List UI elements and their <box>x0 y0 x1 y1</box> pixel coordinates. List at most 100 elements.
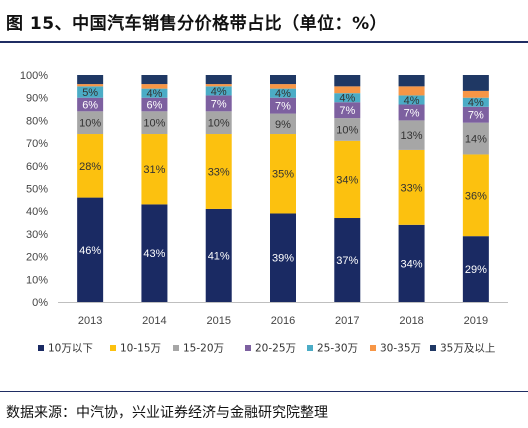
bar-segment <box>270 97 296 114</box>
bar-segment <box>77 84 104 87</box>
data-label: 4% <box>211 86 227 98</box>
legend-label: 15-20万 <box>183 343 224 355</box>
data-label: 37% <box>336 255 358 267</box>
legend-swatch <box>430 345 436 351</box>
bar-segment <box>141 88 168 98</box>
bar-segment <box>462 90 489 98</box>
x-tick-label: 2013 <box>78 315 102 327</box>
bar-segment <box>141 84 168 89</box>
bar-segment <box>205 134 232 209</box>
data-label: 35% <box>272 169 294 181</box>
bar-segment <box>270 213 296 302</box>
y-tick-label: 10% <box>26 274 48 286</box>
data-label: 39% <box>272 253 294 265</box>
data-label: 4% <box>404 95 420 107</box>
bar-segment <box>398 224 425 302</box>
data-label: 29% <box>465 264 487 276</box>
data-label: 4% <box>146 88 162 100</box>
bar-segment <box>398 104 425 121</box>
y-tick-label: 100% <box>20 70 48 82</box>
y-tick-label: 30% <box>26 229 48 241</box>
bar-segment <box>77 86 104 98</box>
legend-swatch <box>307 345 313 351</box>
data-label: 41% <box>208 250 230 262</box>
x-tick-label: 2014 <box>142 315 166 327</box>
y-tick-label: 60% <box>26 161 48 173</box>
y-tick-label: 40% <box>26 206 48 218</box>
data-label: 13% <box>401 130 423 142</box>
data-label: 14% <box>465 134 487 146</box>
bar-segment <box>398 120 425 150</box>
bar-segment <box>462 106 489 123</box>
bar-segment <box>270 88 296 98</box>
bar-segment <box>205 208 232 302</box>
bar-segment <box>205 111 232 135</box>
y-tick-label: 90% <box>26 93 48 105</box>
data-label: 10% <box>208 118 230 130</box>
bar-segment <box>77 134 104 198</box>
legend-label: 30-35万 <box>380 343 421 355</box>
bar-segment <box>462 122 489 155</box>
bar-segment <box>205 84 232 87</box>
x-tick-label: 2015 <box>206 315 230 327</box>
y-tick-label: 0% <box>32 297 48 309</box>
bar-segment <box>334 93 361 103</box>
chart-title: 图 15、中国汽车销售分价格带占比（单位：%） <box>6 14 388 34</box>
legend-label: 25-30万 <box>317 343 358 355</box>
x-tick-label: 2016 <box>271 315 295 327</box>
data-label: 5% <box>82 87 98 99</box>
bar-segment <box>462 97 489 107</box>
bar-segment <box>334 75 361 87</box>
data-label: 33% <box>401 182 423 194</box>
data-label: 4% <box>275 88 291 100</box>
footer-rule <box>0 391 528 392</box>
data-label: 7% <box>404 107 420 119</box>
bar-segment <box>141 97 168 112</box>
data-label: 43% <box>143 248 165 260</box>
y-tick-label: 50% <box>26 184 48 196</box>
legend-swatch <box>370 345 376 351</box>
data-label: 10% <box>143 118 165 130</box>
bar-segment <box>334 140 361 219</box>
data-label: 33% <box>208 166 230 178</box>
bar-segment <box>77 111 104 135</box>
bar-segment <box>77 197 104 302</box>
bar-segment <box>398 149 425 225</box>
x-tick-label: 2017 <box>335 315 359 327</box>
bar-segment <box>334 86 361 94</box>
bar-segment <box>205 86 232 96</box>
bar-segment <box>334 218 361 302</box>
data-label: 4% <box>468 97 484 109</box>
data-label: 7% <box>468 110 484 122</box>
y-tick-label: 70% <box>26 138 48 150</box>
data-label: 7% <box>275 101 291 113</box>
bar-segment <box>398 86 425 96</box>
bar-segment <box>141 75 168 85</box>
legend-swatch <box>110 345 116 351</box>
data-label: 6% <box>82 100 98 112</box>
bar-segment <box>77 97 104 112</box>
y-tick-label: 20% <box>26 252 48 264</box>
bar-segment <box>141 204 168 302</box>
legend-swatch <box>173 345 179 351</box>
data-label: 10% <box>336 124 358 136</box>
legend-swatch <box>245 345 251 351</box>
bar-segment <box>141 134 168 205</box>
bar-segment <box>77 75 104 85</box>
legend-label: 10万以下 <box>48 343 93 355</box>
data-label: 34% <box>401 258 423 270</box>
bar-segment <box>205 95 232 112</box>
legend-label: 10-15万 <box>120 343 161 355</box>
data-label: 10% <box>79 118 101 130</box>
bar-segment <box>141 111 168 135</box>
data-label: 9% <box>275 119 291 131</box>
data-label: 36% <box>465 190 487 202</box>
source-note: 数据来源：中汽协，兴业证券经济与金融研究院整理 <box>6 405 328 421</box>
bar-segment <box>270 134 296 214</box>
bar-segment <box>462 75 489 91</box>
data-label: 31% <box>143 164 165 176</box>
data-label: 4% <box>339 93 355 105</box>
bar-segment <box>462 154 489 237</box>
stacked-bar-chart: 0% 10% 20% 30% 40% 50% 60% 70% 80% 90% 100% 46% 28% 1… <box>20 70 508 355</box>
legend-label: 20-25万 <box>255 343 296 355</box>
